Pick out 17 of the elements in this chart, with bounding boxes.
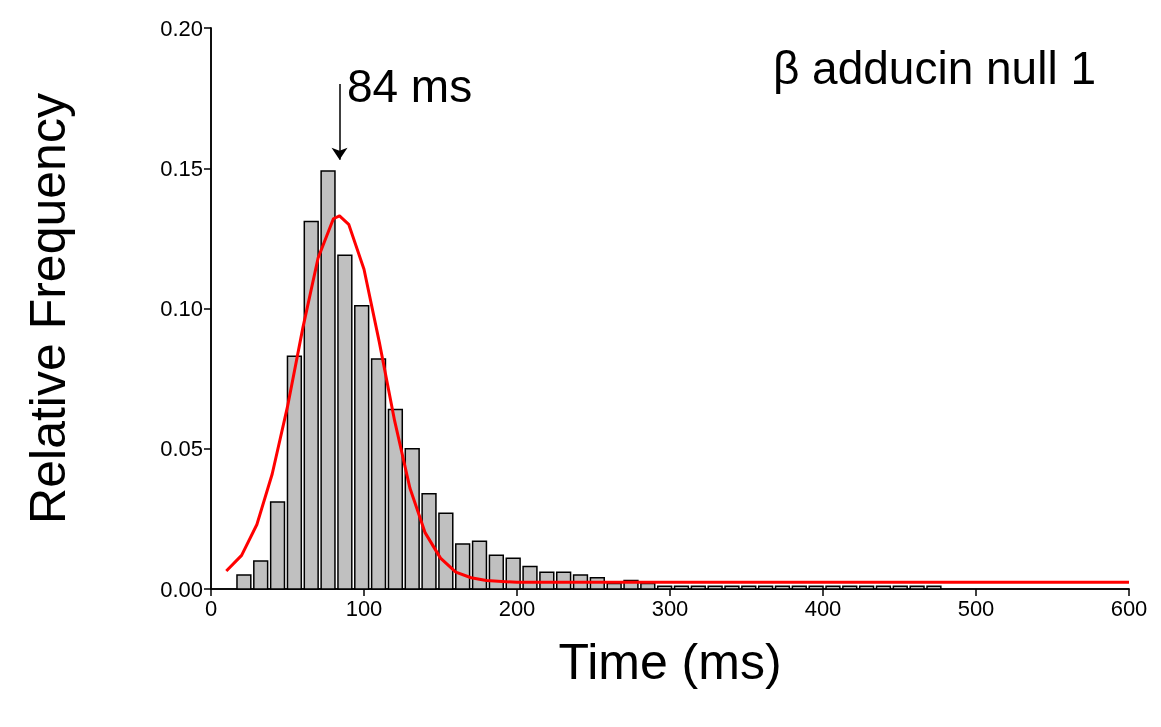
y-axis-title: Relative Frequency bbox=[20, 93, 76, 524]
line-series bbox=[224, 214, 1131, 584]
x-tick-label: 0 bbox=[204, 595, 218, 621]
annotation: 84 ms bbox=[346, 60, 473, 113]
x-axis-title: Time (ms) bbox=[558, 634, 782, 690]
chart-title: β adducin null 1 bbox=[772, 42, 1096, 94]
x-tick-label: 200 bbox=[498, 595, 536, 621]
x-tick-label: 100 bbox=[345, 595, 383, 621]
y-tick-label: 0.20 bbox=[160, 15, 203, 41]
x-tick-label: 500 bbox=[957, 595, 995, 621]
y-tick-label: 0.15 bbox=[160, 155, 203, 181]
x-tick-label: 300 bbox=[651, 595, 689, 621]
y-tick-label: 0.00 bbox=[160, 576, 203, 602]
x-tick-label: 400 bbox=[804, 595, 842, 621]
y-tick-label: 0.05 bbox=[160, 436, 203, 462]
x-tick-label: 600 bbox=[1110, 595, 1148, 621]
y-tick-label: 0.10 bbox=[160, 296, 203, 321]
